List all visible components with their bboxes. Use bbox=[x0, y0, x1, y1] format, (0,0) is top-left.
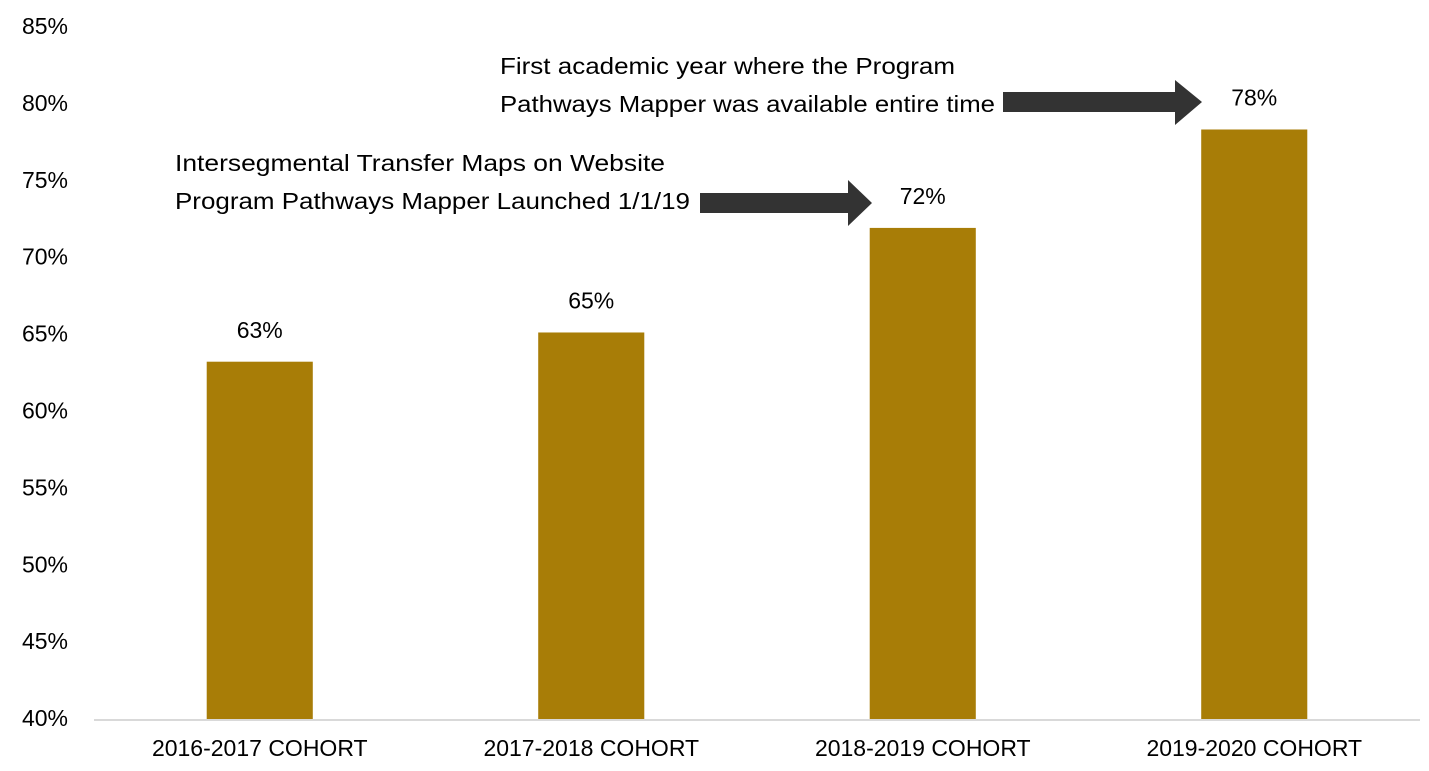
value-label: 65% bbox=[568, 288, 614, 314]
x-tick-label: 2019-2020 COHORT bbox=[1146, 735, 1362, 761]
x-tick-label: 2018-2019 COHORT bbox=[815, 735, 1031, 761]
y-tick-label: 50% bbox=[22, 551, 68, 577]
annotation-text: First academic year where the Program bbox=[500, 53, 955, 79]
x-tick-label: 2017-2018 COHORT bbox=[483, 735, 699, 761]
annotation-arrow bbox=[700, 180, 872, 226]
bar bbox=[1201, 129, 1308, 720]
y-tick-label: 80% bbox=[22, 90, 68, 116]
annotation-text: Pathways Mapper was available entire tim… bbox=[500, 91, 995, 117]
value-label: 72% bbox=[900, 183, 946, 209]
x-tick-label: 2016-2017 COHORT bbox=[152, 735, 368, 761]
bar bbox=[869, 227, 976, 720]
y-tick-label: 55% bbox=[22, 474, 68, 500]
y-tick-label: 60% bbox=[22, 398, 68, 424]
y-tick-label: 85% bbox=[22, 13, 68, 39]
bar bbox=[206, 361, 313, 720]
annotation-text: Program Pathways Mapper Launched 1/1/19 bbox=[175, 188, 690, 214]
value-label: 78% bbox=[1231, 85, 1277, 111]
bar bbox=[538, 332, 645, 720]
y-tick-label: 40% bbox=[22, 705, 68, 731]
y-tick-label: 45% bbox=[22, 628, 68, 654]
annotation-arrow bbox=[1003, 80, 1202, 125]
y-tick-label: 70% bbox=[22, 244, 68, 270]
y-tick-label: 65% bbox=[22, 321, 68, 347]
annotation-text: Intersegmental Transfer Maps on Website bbox=[175, 150, 665, 176]
value-label: 63% bbox=[237, 317, 283, 343]
y-tick-label: 75% bbox=[22, 167, 68, 193]
